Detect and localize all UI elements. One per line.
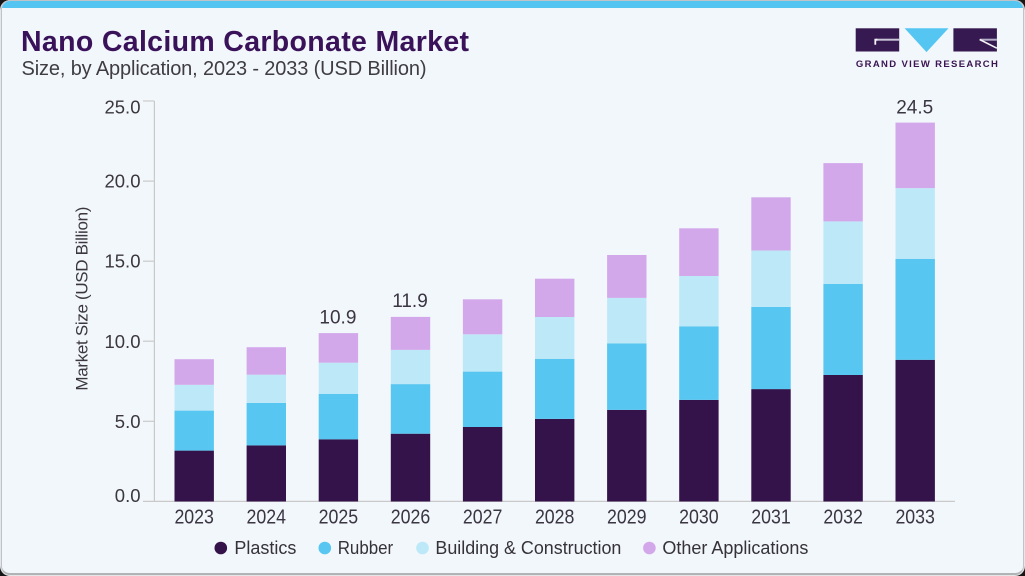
svg-text:GRAND VIEW RESEARCH: GRAND VIEW RESEARCH [856, 59, 998, 70]
svg-text:2024: 2024 [247, 507, 287, 529]
svg-text:20.0: 20.0 [104, 171, 140, 192]
svg-text:2028: 2028 [535, 507, 575, 529]
svg-text:2027: 2027 [463, 507, 503, 529]
svg-text:2030: 2030 [679, 507, 719, 529]
svg-text:10.9: 10.9 [319, 307, 356, 328]
svg-text:2032: 2032 [823, 507, 863, 529]
svg-text:2023: 2023 [174, 507, 214, 529]
svg-text:11.9: 11.9 [392, 291, 428, 312]
svg-text:Market Size (USD Billion): Market Size (USD Billion) [73, 207, 92, 391]
svg-text:2026: 2026 [391, 507, 431, 529]
svg-text:0.0: 0.0 [115, 485, 141, 506]
svg-text:Size, by Application, 2023 - 2: Size, by Application, 2023 - 2033 (USD B… [22, 58, 427, 80]
svg-text:Plastics: Plastics [234, 538, 296, 558]
svg-text:2033: 2033 [895, 507, 935, 529]
svg-text:2029: 2029 [607, 507, 647, 529]
svg-text:Other Applications: Other Applications [662, 538, 808, 558]
svg-text:15.0: 15.0 [104, 251, 140, 272]
svg-text:24.5: 24.5 [896, 98, 933, 119]
svg-text:5.0: 5.0 [115, 411, 141, 432]
svg-text:Building & Construction: Building & Construction [435, 538, 621, 558]
svg-text:25.0: 25.0 [104, 96, 140, 117]
svg-text:2025: 2025 [319, 507, 359, 529]
svg-text:Rubber: Rubber [338, 538, 394, 558]
svg-text:Nano Calcium Carbonate Market: Nano Calcium Carbonate Market [21, 26, 470, 58]
svg-text:10.0: 10.0 [104, 331, 140, 352]
svg-text:2031: 2031 [751, 507, 791, 529]
